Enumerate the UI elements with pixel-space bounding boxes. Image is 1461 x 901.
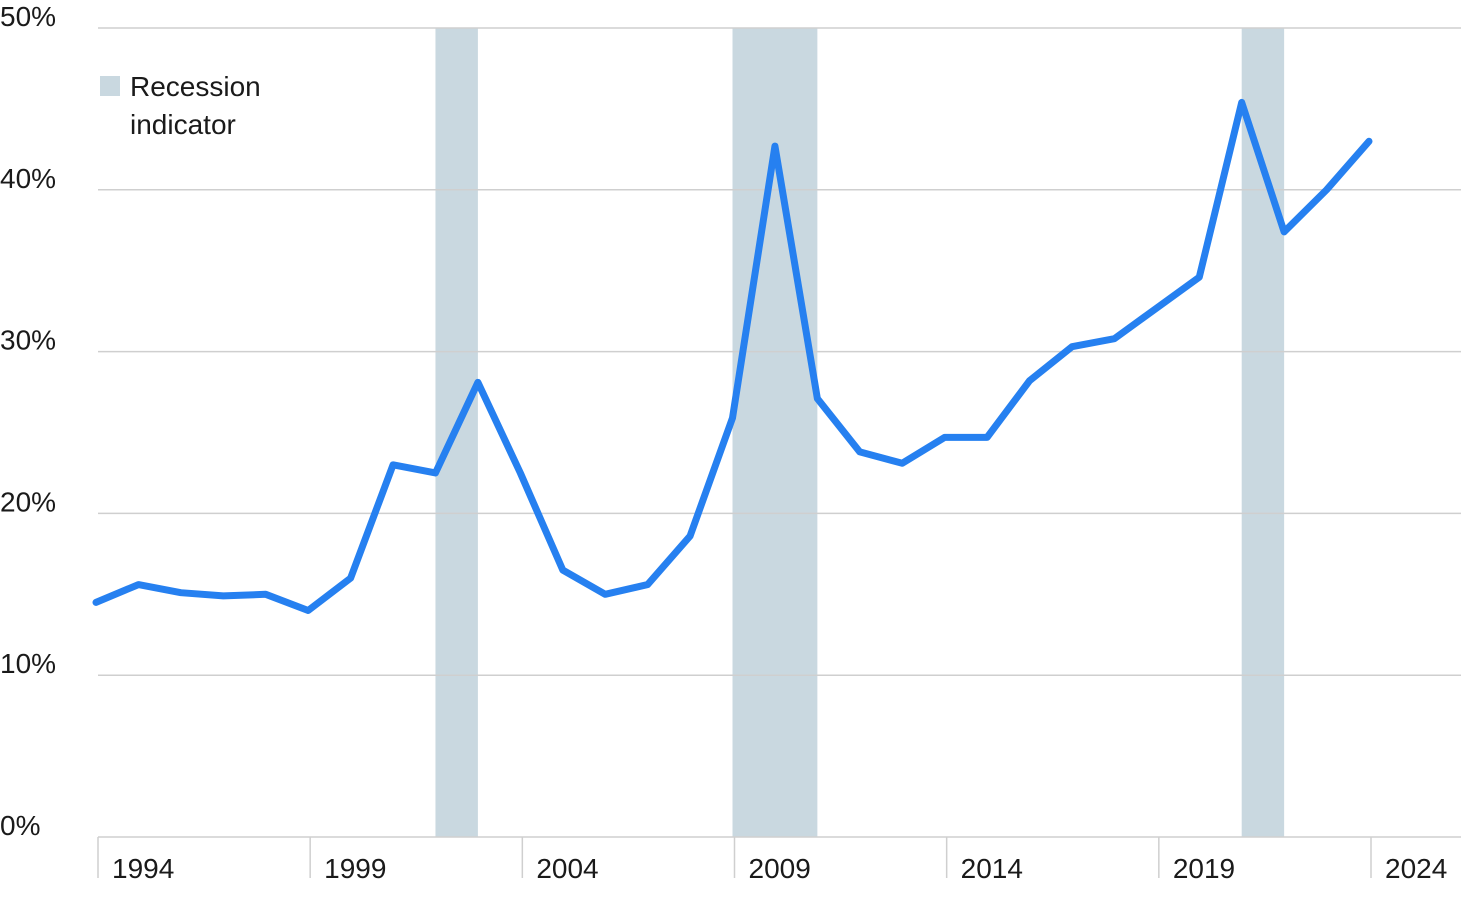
- y-tick-label: 0%: [0, 810, 40, 841]
- data-line: [92, 98, 1373, 614]
- y-tick-label: 40%: [0, 163, 56, 194]
- y-tick-label: 20%: [0, 486, 56, 517]
- y-tick-label: 50%: [0, 1, 56, 32]
- legend: Recession indicator: [100, 68, 310, 144]
- x-tick-label: 2024: [1385, 853, 1447, 884]
- legend-label: Recession indicator: [130, 71, 261, 140]
- x-tick-label: 1999: [324, 853, 386, 884]
- x-tick-label: 2009: [749, 853, 811, 884]
- legend-swatch: [100, 76, 120, 96]
- recession-band: [1241, 28, 1285, 837]
- x-tick-label: 2014: [961, 853, 1023, 884]
- y-tick-label: 10%: [0, 648, 56, 679]
- x-tick-label: 1994: [112, 853, 174, 884]
- y-tick-label: 30%: [0, 325, 56, 356]
- x-tick-label: 2019: [1173, 853, 1235, 884]
- x-tick-label: 2004: [536, 853, 598, 884]
